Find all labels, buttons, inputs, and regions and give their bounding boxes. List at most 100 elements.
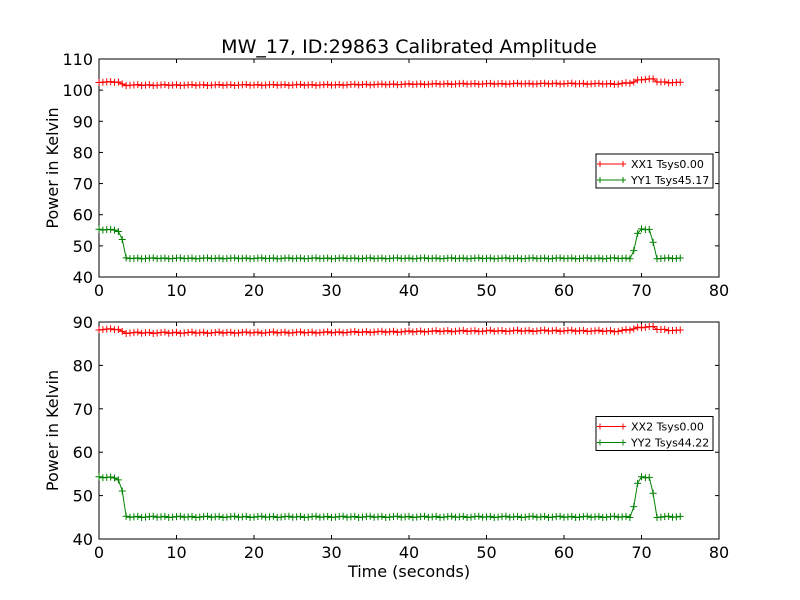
x-tick-label: 30: [321, 543, 341, 562]
data-point-marker: [258, 254, 266, 262]
data-point-marker: [161, 254, 169, 262]
data-point-marker: [122, 512, 130, 520]
y-tick-label: 40: [73, 268, 93, 287]
data-point-marker: [173, 81, 180, 89]
data-point-marker: [641, 323, 649, 331]
data-point-marker: [145, 81, 153, 89]
data-point-marker: [176, 254, 184, 262]
data-point-marker: [107, 473, 115, 481]
data-point-marker: [630, 325, 638, 333]
data-point-marker: [622, 325, 630, 333]
data-point-marker: [227, 81, 235, 89]
data-point-marker: [525, 79, 533, 87]
legend-label: XX2 Tsys0.00: [631, 421, 704, 434]
data-point-marker: [362, 80, 370, 88]
data-point-marker: [676, 512, 684, 520]
data-point-marker: [324, 80, 332, 88]
data-point-marker: [215, 254, 223, 262]
legend-label: YY1 Tsys45.17: [630, 174, 709, 187]
data-point-marker: [308, 328, 316, 336]
x-tick-label: 40: [399, 543, 419, 562]
x-tick-label: 50: [476, 543, 496, 562]
x-tick-label: 30: [321, 281, 341, 300]
data-point-marker: [614, 80, 622, 88]
data-point-marker: [502, 254, 510, 262]
data-point-marker: [665, 254, 673, 262]
data-point-marker: [626, 326, 634, 334]
data-point-marker: [405, 327, 413, 335]
data-point-marker: [618, 79, 626, 87]
data-point-marker: [335, 80, 343, 88]
data-point-marker: [417, 80, 425, 88]
data-point-marker: [312, 254, 320, 262]
data-point-marker: [242, 254, 250, 262]
data-point-marker: [630, 503, 638, 511]
data-point-marker: [242, 328, 250, 336]
data-point-marker: [498, 79, 506, 87]
data-point-marker: [149, 254, 157, 262]
data-point-marker: [161, 81, 169, 89]
data-point-marker: [626, 79, 634, 87]
data-point-marker: [188, 81, 196, 89]
panel-2: 0 10 20 30 40 50 60 70 80 40 50 60 70 80 90 Power in Ke…: [43, 313, 729, 581]
data-point-marker: [459, 79, 467, 87]
data-point-marker: [107, 225, 115, 233]
data-point-marker: [122, 254, 130, 262]
data-point-marker: [568, 254, 576, 262]
data-point-marker: [626, 255, 634, 263]
data-point-marker: [676, 326, 684, 334]
data-point-marker: [448, 512, 456, 520]
data-point-marker: [486, 512, 494, 520]
data-point-marker: [475, 254, 483, 262]
data-point-marker: [297, 328, 304, 336]
x-tick-label: 20: [244, 543, 264, 562]
data-point-marker: [607, 327, 614, 335]
data-point-marker: [308, 81, 316, 89]
data-point-marker: [502, 512, 510, 520]
data-point-marker: [405, 254, 413, 262]
data-point-marker: [285, 512, 293, 520]
data-point-marker: [231, 254, 239, 262]
data-point-marker: [661, 325, 669, 333]
data-point-marker: [552, 79, 560, 87]
data-point-marker: [111, 226, 118, 234]
data-point-marker: [204, 254, 211, 262]
y-tick-label: 50: [73, 487, 93, 506]
data-point-marker: [432, 512, 440, 520]
data-point-marker: [176, 512, 184, 520]
data-point-marker: [107, 325, 115, 333]
data-point-marker: [556, 512, 564, 520]
data-point-marker: [529, 254, 537, 262]
data-point-marker: [269, 328, 277, 336]
data-point-marker: [297, 512, 304, 520]
series-line: [98, 476, 681, 519]
data-point-marker: [269, 512, 277, 520]
data-point-marker: [200, 328, 208, 336]
legend-swatch-marker: [597, 423, 603, 430]
y-tick-label: 60: [73, 206, 93, 225]
data-point-marker: [541, 326, 549, 334]
y-tick-label: 90: [73, 313, 93, 332]
legend-swatch-marker: [597, 161, 603, 167]
data-point-marker: [649, 489, 657, 497]
x-axis-label: Time (seconds): [347, 562, 470, 581]
data-point-marker: [378, 512, 386, 520]
data-point-marker: [417, 327, 425, 335]
data-point-marker: [595, 254, 603, 262]
data-point-marker: [405, 512, 413, 520]
legend: XX2 Tsys0.00 YY2 Tsys44.22: [595, 416, 714, 451]
data-point-marker: [579, 326, 587, 334]
data-point-marker: [366, 512, 374, 520]
panel-1: 0 10 20 30 40 50 60 70 80 40 50 60 70 80 90 100 110 MW_17…: [43, 36, 729, 300]
data-point-marker: [595, 326, 603, 334]
data-point-marker: [118, 327, 126, 335]
data-point-marker: [231, 512, 239, 520]
data-point-marker: [378, 327, 386, 335]
data-point-marker: [111, 474, 118, 482]
y-axis-label: Power in Kelvin: [43, 370, 62, 491]
data-point-marker: [432, 80, 440, 88]
x-tick-label: 0: [94, 281, 104, 300]
y-tick-label: 90: [73, 112, 93, 131]
